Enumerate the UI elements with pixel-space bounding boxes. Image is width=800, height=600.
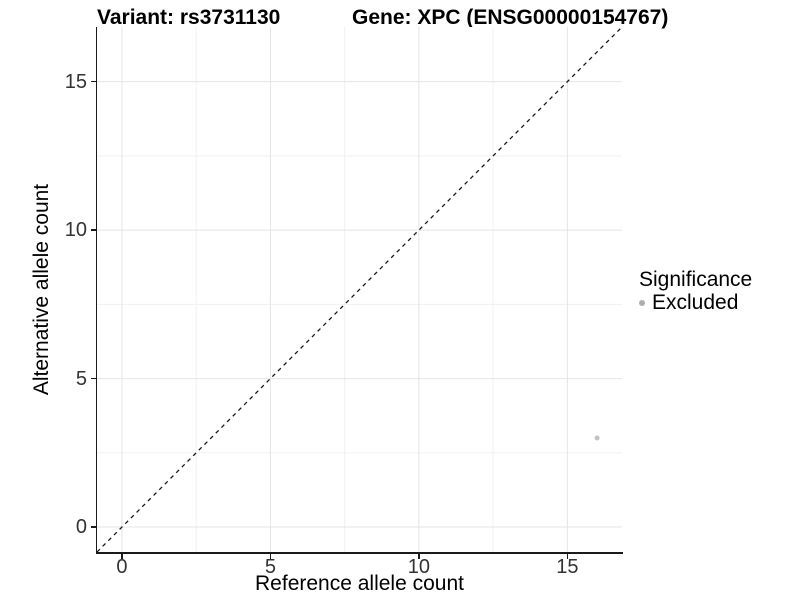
x-axis-tick (269, 553, 272, 559)
legend-entry-label: Excluded (652, 291, 739, 314)
data-point (594, 435, 600, 441)
identity-dashed-line (97, 27, 622, 552)
x-axis-tick (121, 553, 123, 559)
x-axis-line (95, 552, 623, 554)
plot-title-variant: Variant: rs3731130 (97, 6, 281, 29)
legend-point-icon (639, 300, 645, 306)
y-axis-title: Alternative allele count (30, 183, 53, 396)
x-axis-tick (418, 553, 420, 559)
legend: Significance Excluded (639, 267, 752, 314)
plot-title-gene: Gene: XPC (ENSG00000154767) (352, 6, 669, 29)
y-tick-label: 15 (64, 70, 87, 93)
x-tick-label: 0 (116, 556, 128, 578)
y-axis-tick (90, 80, 96, 83)
y-axis-line (95, 27, 97, 554)
x-tick-label: 5 (264, 556, 276, 578)
legend-entry-excluded: Excluded (639, 292, 752, 314)
y-tick-label: 0 (75, 516, 87, 539)
legend-title: Significance (639, 268, 753, 291)
x-axis-tick (566, 553, 569, 559)
x-tick-label: 15 (556, 556, 579, 578)
y-tick-label: 10 (64, 219, 87, 242)
x-axis-title: Reference allele count (255, 572, 464, 595)
y-axis-tick (90, 229, 96, 231)
plot-panel (97, 27, 622, 552)
y-axis-tick (90, 377, 96, 380)
y-tick-label: 5 (75, 367, 87, 390)
chart-canvas (97, 27, 622, 552)
x-tick-label: 10 (407, 556, 431, 578)
y-axis-tick (90, 526, 96, 528)
